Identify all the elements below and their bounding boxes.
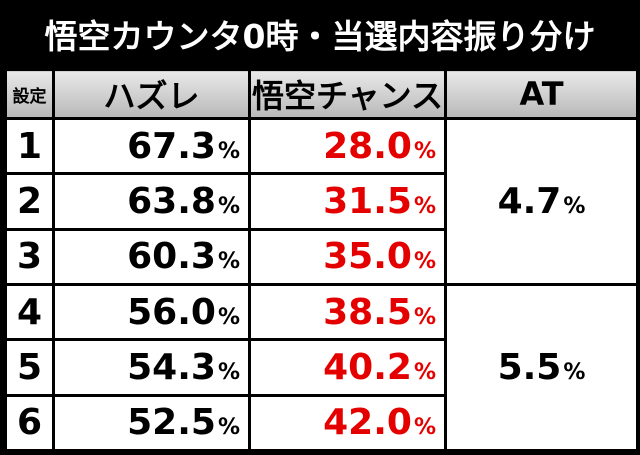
at-value: 4.7	[497, 180, 562, 222]
hazure-cell: 56.0%	[52, 282, 251, 342]
hazure-cell: 54.3%	[52, 338, 251, 397]
at-value: 5.5	[497, 346, 562, 388]
percent-unit: %	[413, 359, 436, 385]
percent-unit: %	[217, 359, 240, 385]
setting-cell: 1	[4, 116, 55, 176]
percent-unit: %	[217, 193, 240, 219]
chance-cell: 35.0%	[248, 227, 447, 286]
percent-unit: %	[413, 304, 436, 330]
setting-cell: 6	[4, 393, 55, 453]
at-cell-group-1: 4.7%	[444, 117, 639, 286]
hazure-value: 54.3	[127, 346, 216, 388]
table-row: 5 54.3% 40.2%	[4, 338, 638, 397]
table-row: 3 60.3% 35.0%	[4, 227, 638, 286]
chance-value: 28.0	[323, 125, 412, 167]
header-goku-chance: 悟空チャンス	[248, 68, 447, 120]
chance-cell: 28.0%	[248, 116, 447, 176]
percent-unit: %	[217, 304, 240, 330]
header-hazure: ハズレ	[52, 68, 251, 120]
header-row: 設定 ハズレ 悟空チャンス AT	[4, 68, 639, 120]
chance-value: 38.5	[323, 291, 412, 333]
percent-unit: %	[413, 138, 436, 164]
table-row: 6 52.5% 42.0%	[4, 393, 638, 453]
hazure-value: 52.5	[127, 402, 216, 444]
chance-value: 31.5	[323, 180, 412, 222]
percent-unit: %	[217, 249, 240, 275]
percent-unit: %	[217, 415, 240, 441]
chance-cell: 31.5%	[248, 172, 447, 231]
chance-value: 35.0	[323, 236, 412, 278]
header-setting: 設定	[4, 68, 55, 120]
table-row: 4 56.0% 38.5% 5.5%	[4, 282, 639, 453]
percent-unit: %	[563, 193, 586, 219]
header-at: AT	[444, 68, 639, 120]
hazure-value: 56.0	[127, 291, 216, 333]
setting-cell: 3	[4, 227, 55, 286]
hazure-cell: 63.8%	[52, 172, 251, 231]
distribution-table: 設定 ハズレ 悟空チャンス AT 1 67.3% 28.0% 4.7% 2 63…	[4, 68, 639, 453]
hazure-value: 60.3	[127, 236, 216, 278]
chance-cell: 38.5%	[248, 282, 447, 342]
chance-value: 42.0	[323, 402, 412, 444]
hazure-value: 67.3	[127, 125, 216, 167]
hazure-cell: 52.5%	[52, 393, 251, 453]
chance-cell: 42.0%	[248, 393, 447, 453]
chance-cell: 40.2%	[248, 338, 447, 397]
hazure-cell: 67.3%	[52, 116, 251, 176]
table-row: 1 67.3% 28.0% 4.7%	[4, 116, 639, 286]
at-cell-group-2: 5.5%	[444, 282, 639, 453]
setting-cell: 2	[4, 172, 55, 231]
setting-cell: 5	[4, 338, 55, 397]
percent-unit: %	[217, 138, 240, 164]
hazure-cell: 60.3%	[52, 227, 251, 286]
percent-unit: %	[413, 415, 436, 441]
page-title: 悟空カウンタ0時・当選内容振り分け	[44, 17, 596, 56]
percent-unit: %	[413, 249, 436, 275]
percent-unit: %	[563, 359, 586, 385]
setting-cell: 4	[4, 282, 55, 342]
percent-unit: %	[413, 193, 436, 219]
hazure-value: 63.8	[127, 180, 216, 222]
table-row: 2 63.8% 31.5%	[4, 172, 638, 231]
chance-value: 40.2	[323, 346, 412, 388]
